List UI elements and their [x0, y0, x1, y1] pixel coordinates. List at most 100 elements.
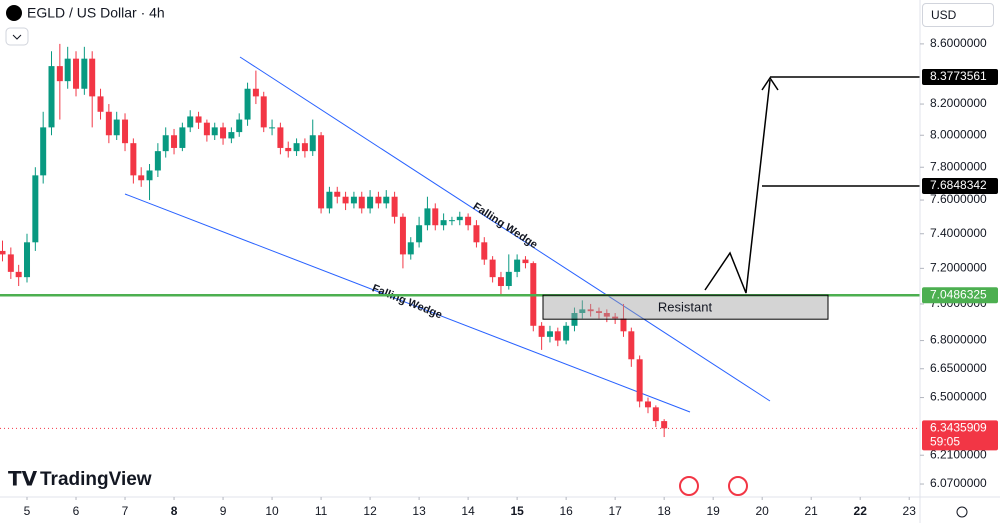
candle-body — [358, 196, 365, 209]
y-tick-label: 6.6500000 — [930, 361, 987, 375]
candle-body — [652, 407, 659, 422]
x-tick-label: 12 — [363, 504, 377, 518]
candle-body — [620, 318, 627, 332]
drawings: Falling Wedge Falling Wedge — [124, 56, 779, 413]
candle-body — [113, 119, 120, 136]
x-tick-label: 13 — [412, 504, 426, 518]
candle-body — [260, 96, 267, 128]
price-label: 8.3773561 — [930, 69, 987, 83]
y-tick-label: 8.0000000 — [930, 127, 987, 141]
resistance-zone-label: Resistant — [658, 300, 713, 315]
wedge-upper-label: Falling Wedge — [471, 201, 540, 252]
x-tick-label: 5 — [24, 504, 31, 518]
resistance-zone — [542, 294, 829, 320]
candle-body — [0, 250, 6, 255]
candle-body — [334, 191, 341, 197]
event-flag[interactable] — [728, 476, 748, 496]
x-tick-label: 14 — [461, 504, 475, 518]
currency-button[interactable]: USD — [922, 3, 994, 27]
wedge-lower-line — [124, 193, 691, 413]
candle-body — [326, 191, 333, 209]
price-label-bg — [922, 69, 998, 86]
candle-body — [407, 242, 414, 255]
candle-body — [416, 225, 423, 243]
candle-body — [538, 325, 545, 337]
candle-body — [122, 119, 129, 144]
x-tick-label: 20 — [756, 504, 770, 518]
collapse-button[interactable] — [5, 27, 29, 46]
candle-body — [162, 135, 169, 152]
candle-body — [64, 58, 71, 82]
candle-body — [130, 143, 137, 176]
symbol-title: EGLD / US Dollar · 4h — [27, 5, 165, 21]
candle-body — [7, 254, 14, 272]
symbol-icon — [6, 5, 22, 21]
candle-body — [424, 208, 431, 226]
x-tick-label: 22 — [854, 504, 868, 518]
y-tick-label: 7.4000000 — [930, 226, 987, 240]
candle-body — [171, 135, 178, 148]
settings-icon[interactable] — [956, 506, 968, 518]
y-tick-label: 6.2100000 — [930, 447, 987, 461]
candle-body — [563, 325, 570, 341]
candle-body — [579, 309, 586, 313]
candle-body — [97, 96, 104, 112]
price-label: 7.0486325 — [930, 287, 987, 301]
candle-body — [661, 421, 668, 429]
candle-body — [15, 271, 22, 278]
event-flags — [679, 476, 748, 496]
candle-body — [636, 359, 643, 402]
price-label: 6.3435909 — [930, 421, 987, 435]
candle-body — [603, 312, 610, 317]
price-label: 7.6848342 — [930, 178, 987, 192]
y-tick-label: 8.6000000 — [930, 36, 987, 50]
x-tick-label: 21 — [805, 504, 819, 518]
brand-logo: 𝗧𝗩 TradingView — [8, 468, 152, 490]
candle-body — [73, 58, 80, 89]
candle-body — [105, 111, 112, 136]
candle-body — [318, 135, 325, 209]
candle-body — [252, 88, 259, 97]
candle-body — [546, 331, 553, 337]
candle-body — [293, 143, 300, 152]
candle-body — [350, 196, 357, 204]
candle-body — [440, 220, 447, 226]
candle-body — [195, 116, 202, 123]
y-tick-label: 7.6000000 — [930, 192, 987, 206]
countdown-label: 59:05 — [930, 435, 960, 449]
candle-body — [367, 196, 374, 209]
candle-body — [505, 271, 512, 287]
x-tick-label: 7 — [122, 504, 129, 518]
candle-body — [146, 170, 153, 181]
brand-mark: 𝗧𝗩 — [8, 468, 38, 490]
candle-body — [497, 277, 504, 287]
arrow-head — [761, 76, 779, 91]
candle-body — [473, 225, 480, 243]
candle-body — [587, 309, 594, 312]
candle-body — [522, 259, 529, 264]
x-tick-label: 8 — [171, 504, 178, 518]
y-tick-label: 6.8000000 — [930, 333, 987, 347]
candles — [0, 43, 668, 438]
candle-body — [277, 127, 284, 148]
y-tick-label: 8.2000000 — [930, 96, 987, 110]
candle-body — [514, 259, 521, 272]
event-flag[interactable] — [679, 476, 699, 496]
candle-body — [154, 151, 161, 171]
y-tick-label: 6.0700000 — [930, 476, 987, 490]
candle-body — [269, 127, 276, 129]
overlays: Resistant — [0, 76, 920, 429]
candle-body — [187, 116, 194, 128]
candle-body — [32, 175, 39, 243]
x-tick-label: 9 — [220, 504, 227, 518]
x-tick-label: 11 — [315, 504, 328, 518]
candle-body — [179, 127, 186, 148]
candle-body — [220, 127, 227, 139]
candle-body — [244, 88, 251, 120]
y-tick-label: 6.5000000 — [930, 390, 987, 404]
projection-path — [704, 79, 771, 294]
price-label-bg — [922, 287, 998, 304]
candle-body — [628, 331, 635, 360]
candle-body — [481, 242, 488, 260]
